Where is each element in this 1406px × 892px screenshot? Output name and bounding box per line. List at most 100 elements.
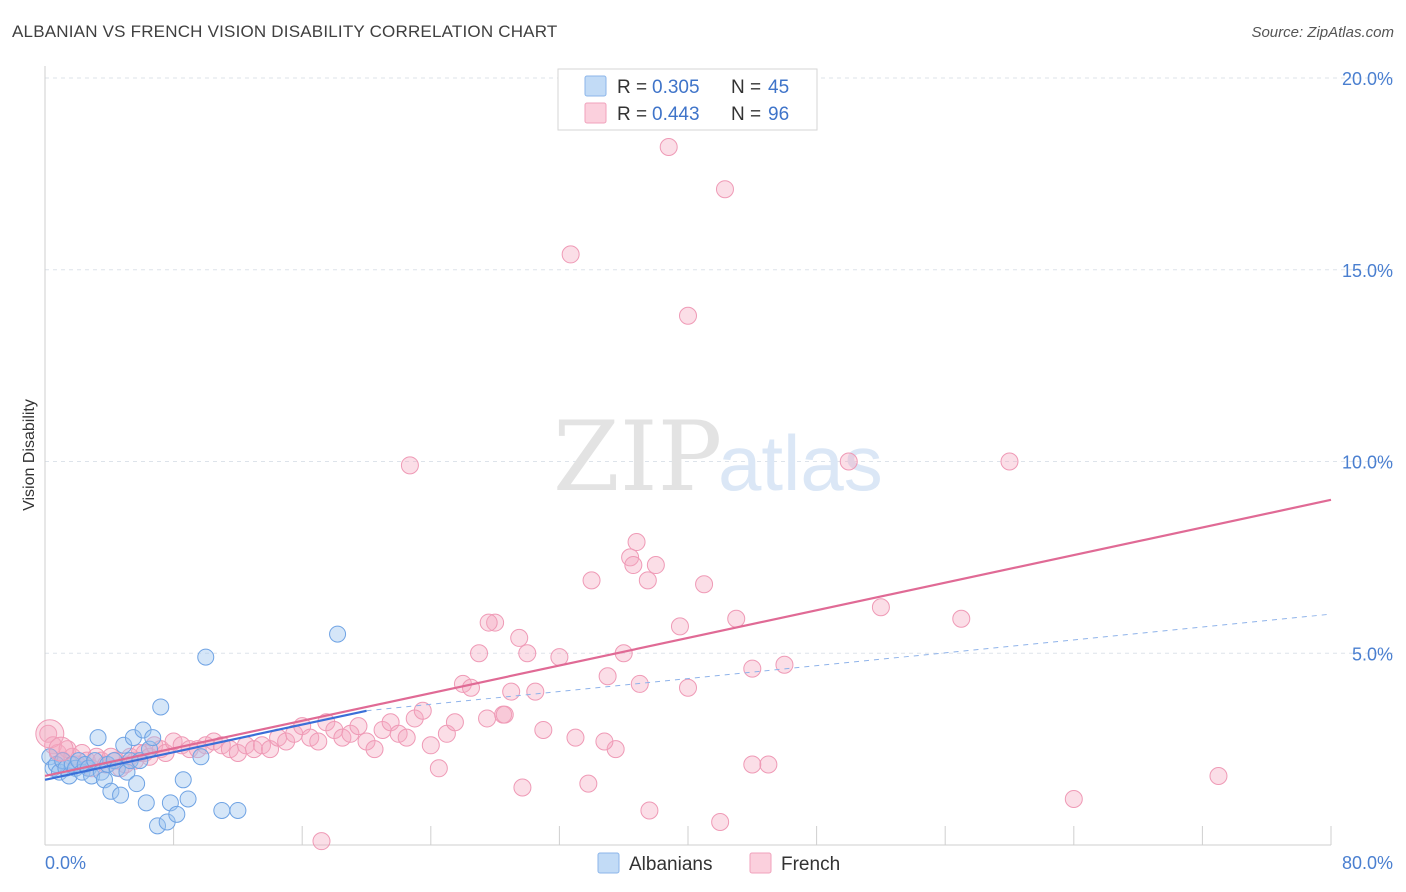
legend-r-label-2: R = — [617, 104, 647, 125]
legend-n-value-1: 45 — [768, 77, 789, 98]
point-french — [309, 732, 328, 751]
legend-r-label-1: R = — [617, 77, 647, 98]
y-tick-label: 5.0% — [1352, 644, 1393, 664]
point-french — [579, 774, 598, 793]
point-french — [349, 717, 368, 736]
axes — [44, 66, 1332, 846]
x-tick-label: 0.0% — [45, 853, 86, 873]
point-albanians — [174, 771, 192, 789]
point-french — [479, 613, 498, 632]
point-french — [670, 617, 689, 636]
point-french — [526, 682, 545, 701]
point-french — [582, 571, 601, 590]
point-albanians — [329, 625, 347, 643]
point-french — [715, 180, 734, 199]
point-french — [679, 306, 697, 325]
point-french — [550, 648, 569, 667]
legend-swatch-albanians — [584, 75, 607, 97]
point-albanians — [152, 698, 170, 716]
point-albanians — [229, 801, 247, 819]
x-tick-label: 80.0% — [1342, 853, 1393, 873]
point-french — [743, 659, 762, 678]
point-albanians — [144, 729, 162, 747]
point-french — [397, 728, 416, 747]
watermark-atlas: atlas — [718, 419, 883, 507]
point-french — [952, 609, 971, 628]
point-french — [421, 736, 440, 755]
point-french — [39, 724, 58, 743]
point-albanians — [102, 782, 120, 800]
point-french — [711, 812, 730, 831]
point-french — [659, 138, 678, 157]
point-french — [775, 655, 794, 674]
grid-lines — [45, 77, 1393, 654]
bottom-legend-swatch-french — [749, 852, 772, 874]
chart-title: ALBANIAN VS FRENCH VISION DISABILITY COR… — [12, 22, 558, 41]
point-french — [461, 678, 480, 697]
point-french — [534, 720, 553, 739]
point-french — [638, 571, 657, 590]
point-french — [429, 759, 448, 778]
y-tick-label: 10.0% — [1342, 453, 1393, 473]
trend-line-albanians-extension — [366, 613, 1332, 712]
trend-line-french — [44, 498, 1332, 778]
point-french — [365, 740, 384, 759]
point-french — [759, 755, 778, 774]
bottom-legend-swatch-albanians — [597, 852, 620, 874]
point-albanians — [89, 729, 107, 747]
point-french — [627, 533, 646, 552]
point-french — [502, 682, 521, 701]
point-french — [679, 678, 697, 697]
source-credit: Source: ZipAtlas.com — [1251, 24, 1394, 41]
point-french — [1064, 789, 1083, 808]
legend-r-value-1: 0.305 — [652, 77, 700, 98]
x-tick-labels: 0.0% 80.0% — [45, 853, 1393, 873]
trend-lines — [44, 498, 1332, 781]
y-tick-label: 20.0% — [1342, 69, 1393, 89]
point-french — [400, 456, 419, 475]
point-french — [561, 245, 580, 264]
point-french — [312, 832, 331, 851]
point-albanians — [192, 748, 210, 766]
point-albanians — [137, 794, 155, 812]
legend: R = 0.305 N = 45 R = 0.443 N = 96 — [557, 68, 818, 131]
point-french — [598, 667, 617, 686]
point-albanians — [149, 817, 167, 835]
point-french — [513, 778, 532, 797]
point-albanians — [213, 801, 231, 819]
legend-swatch-french — [584, 102, 607, 124]
point-french — [871, 598, 890, 617]
point-french — [510, 628, 529, 647]
point-french — [595, 732, 614, 751]
y-tick-label: 15.0% — [1342, 261, 1393, 281]
point-french — [478, 709, 497, 728]
bottom-legend-french: French — [781, 854, 840, 875]
point-french — [1209, 766, 1228, 785]
point-albanians — [197, 648, 215, 666]
point-french — [518, 644, 537, 663]
point-french — [486, 613, 505, 632]
legend-n-value-2: 96 — [768, 104, 789, 125]
watermark-zip: ZIP — [553, 401, 722, 513]
point-french — [495, 705, 514, 724]
legend-n-label-2: N = — [731, 104, 761, 125]
trend-line-albanians — [44, 709, 367, 781]
legend-n-label-1: N = — [731, 77, 761, 98]
point-french — [35, 719, 65, 749]
bottom-legend: Albanians French — [597, 852, 840, 875]
point-albanians — [168, 805, 186, 823]
point-french — [743, 755, 762, 774]
point-albanians — [128, 775, 146, 793]
point-french — [470, 644, 489, 663]
point-french — [839, 452, 858, 471]
point-french — [727, 609, 746, 628]
point-french — [640, 801, 659, 820]
legend-r-value-2: 0.443 — [652, 104, 700, 125]
point-french — [624, 556, 643, 575]
point-french — [1000, 452, 1019, 471]
point-french — [630, 674, 649, 693]
y-axis-label: Vision Disability — [21, 399, 38, 511]
point-french — [566, 728, 585, 747]
point-french — [413, 701, 432, 720]
